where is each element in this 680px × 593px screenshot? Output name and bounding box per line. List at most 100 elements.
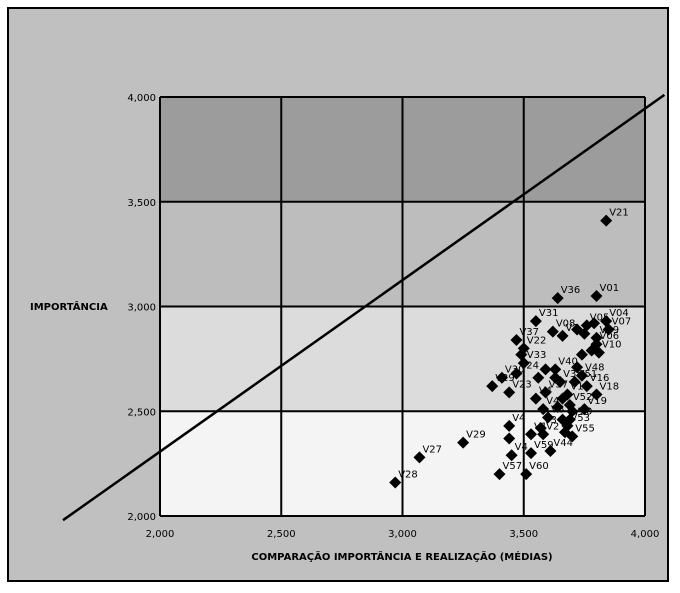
point-label: V28 <box>398 469 418 480</box>
data-point <box>529 392 542 405</box>
point-label: V51 <box>578 369 598 380</box>
data-point <box>602 323 615 336</box>
x-tick-label: 3,000 <box>388 529 417 540</box>
x-tick-label: 2,500 <box>267 529 296 540</box>
point-label: V44 <box>553 438 573 449</box>
data-point <box>590 331 603 344</box>
point-label: V27 <box>422 444 442 455</box>
data-point <box>532 371 545 384</box>
data-point <box>413 451 426 464</box>
point-label: V10 <box>602 340 622 351</box>
data-point <box>495 371 508 384</box>
point-label: V23 <box>512 379 532 390</box>
x-tick-label: 4,000 <box>631 529 660 540</box>
point-label: V01 <box>600 283 620 294</box>
data-point <box>571 361 584 374</box>
data-point <box>525 428 538 441</box>
data-point <box>556 392 569 405</box>
point-label: V57 <box>503 461 523 472</box>
point-label: V53 <box>570 413 590 424</box>
point-label: V59 <box>534 440 554 451</box>
point-label: V4 <box>546 396 559 407</box>
point-label: V24 <box>519 361 539 372</box>
data-point <box>510 367 523 380</box>
data-point <box>529 315 542 328</box>
point-label: V31 <box>539 308 559 319</box>
point-label: V1 <box>534 421 547 432</box>
data-point <box>539 386 552 399</box>
data-point <box>546 325 559 338</box>
data-point <box>537 403 550 416</box>
point-label: V06 <box>600 331 620 342</box>
data-point <box>578 403 591 416</box>
reference-line <box>62 93 666 522</box>
y-axis-label: IMPORTÂNCIA <box>30 300 108 313</box>
point-label: V55 <box>575 423 595 434</box>
data-point <box>542 411 554 424</box>
data-point <box>539 363 552 376</box>
data-point <box>554 375 567 388</box>
x-axis-label: COMPARAÇÃO IMPORTÂNCIA E REALIZAÇÃO (MÉD… <box>251 550 552 563</box>
point-label: V36 <box>561 285 581 296</box>
y-tick-label: 2,000 <box>127 512 156 523</box>
x-tick-label: 3,500 <box>509 529 538 540</box>
x-tick-label: 2,000 <box>146 529 175 540</box>
point-label: V38 <box>563 369 583 380</box>
point-label: V37 <box>519 327 539 338</box>
point-label: V2 <box>546 421 559 432</box>
data-point <box>537 428 550 441</box>
data-point <box>389 476 402 489</box>
data-point <box>549 363 562 376</box>
point-label: V4 <box>539 386 552 397</box>
point-label: V3 <box>544 415 557 426</box>
y-tick-label: 4,000 <box>127 93 156 104</box>
data-point <box>505 449 518 462</box>
data-point <box>457 436 470 449</box>
point-label: V16 <box>590 373 610 384</box>
data-point <box>493 468 506 481</box>
data-point <box>568 375 581 388</box>
data-point <box>510 334 523 347</box>
data-point <box>590 388 603 401</box>
point-label: V3 <box>566 323 579 334</box>
point-label: V4 <box>515 442 528 453</box>
data-point <box>551 292 564 305</box>
point-label: V6 <box>551 405 564 416</box>
y-tick-label: 2,500 <box>127 407 156 418</box>
point-label: V17 <box>570 381 590 392</box>
point-label: V4 <box>512 413 525 424</box>
point-label: V04 <box>609 308 629 319</box>
data-point <box>544 445 557 458</box>
point-label: V29 <box>495 373 515 384</box>
point-label: V18 <box>600 381 620 392</box>
data-point <box>525 447 538 460</box>
data-point <box>575 348 588 361</box>
point-label: V08 <box>556 319 576 330</box>
data-point <box>551 401 564 414</box>
data-point <box>575 369 588 382</box>
point-label: V22 <box>527 335 547 346</box>
data-point <box>578 327 591 340</box>
data-point <box>590 290 603 303</box>
data-point <box>486 380 499 393</box>
y-tick-label: 3,000 <box>127 303 156 314</box>
point-label: V09 <box>600 325 620 336</box>
point-label: V37 <box>549 379 569 390</box>
data-point <box>503 419 516 432</box>
point-label: V07 <box>612 317 632 328</box>
point-label: V60 <box>529 461 549 472</box>
point-label: V29 <box>466 430 486 441</box>
data-point <box>566 430 579 443</box>
point-label: V05 <box>590 312 610 323</box>
point-label: V33 <box>527 350 547 361</box>
data-point <box>556 329 569 342</box>
data-point <box>520 468 533 481</box>
data-point <box>600 214 613 227</box>
data-point <box>517 357 530 370</box>
point-label: V19 <box>587 396 607 407</box>
data-point <box>585 344 598 357</box>
data-point <box>580 380 593 393</box>
point-label: V20 <box>573 407 593 418</box>
point-label: V48 <box>585 363 605 374</box>
point-label: V21 <box>609 208 629 219</box>
